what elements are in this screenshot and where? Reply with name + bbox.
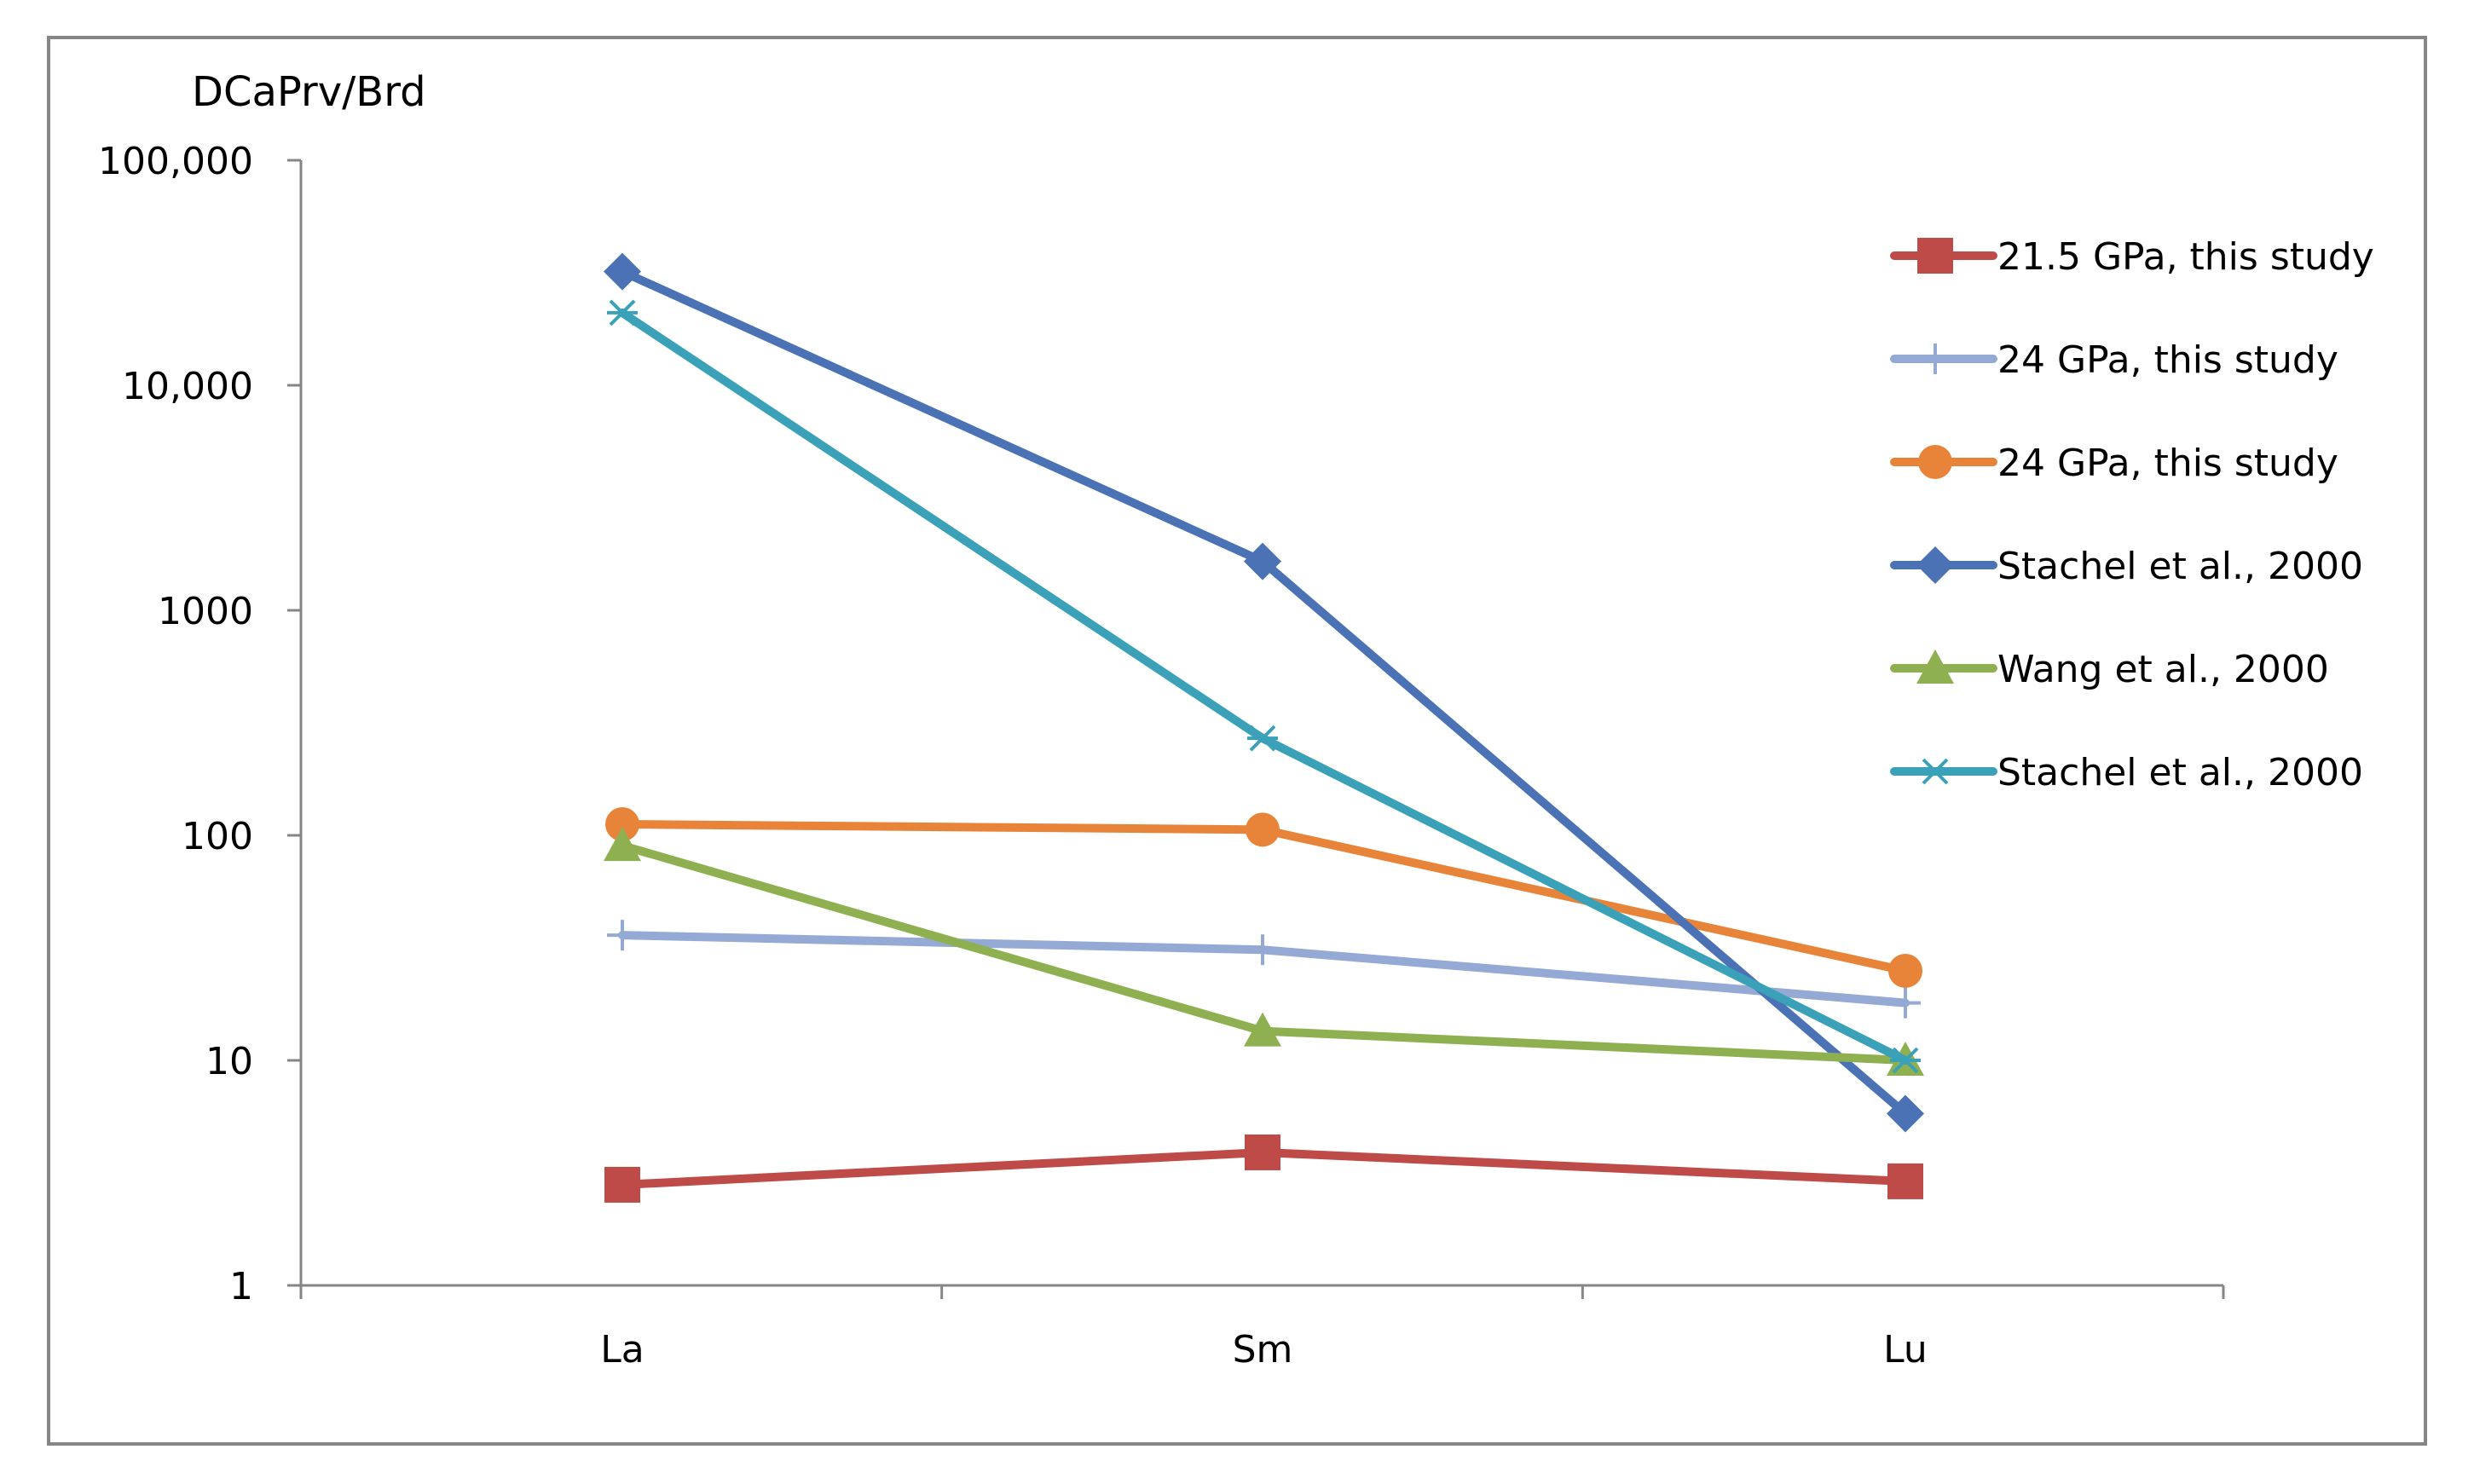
plot-area	[604, 252, 1924, 1203]
y-axis-title: DCaPrv/Brd	[192, 68, 426, 116]
data-point	[607, 920, 638, 951]
data-point	[1247, 725, 1278, 752]
y-tick-label: 10,000	[122, 365, 253, 408]
data-point	[1244, 1012, 1281, 1047]
legend: 21.5 GPa, this study 24 GPa, this study 24…	[1890, 235, 2374, 794]
y-tick-label: 1000	[158, 590, 253, 633]
legend-item: Wang et al., 2000	[1890, 648, 2329, 691]
legend-marker	[1916, 650, 1954, 684]
x-axis: La Sm Lu	[299, 1284, 2225, 1371]
legend-label: 24 GPa, this study	[1997, 338, 2338, 382]
legend-marker	[1920, 344, 1951, 374]
data-point	[1887, 1163, 1923, 1199]
legend-marker	[1920, 758, 1951, 785]
chart-border	[47, 36, 2427, 1446]
legend-item: Stachel et al., 2000	[1890, 545, 2363, 588]
data-point	[1890, 987, 1921, 1019]
legend-item: 21.5 GPa, this study	[1890, 235, 2374, 279]
series-2	[607, 920, 1921, 1019]
legend-label: Stachel et al., 2000	[1997, 751, 2363, 794]
legend-label: Wang et al., 2000	[1997, 648, 2329, 691]
data-point	[605, 807, 639, 842]
data-point	[1887, 1094, 1924, 1133]
x-tick-label: Lu	[1883, 1328, 1928, 1371]
legend-item: 24 GPa, this study	[1890, 338, 2338, 382]
data-point	[1244, 542, 1281, 580]
series-1	[604, 1134, 1923, 1203]
y-tick-label: 100,000	[98, 140, 253, 183]
legend-label: 21.5 GPa, this study	[1997, 235, 2374, 279]
y-tick-label: 1	[229, 1265, 253, 1308]
data-point	[1245, 1134, 1280, 1170]
y-axis: 1 10 100 1000 10,000 100,000	[98, 140, 303, 1308]
data-point	[1247, 934, 1278, 966]
legend-label: Stachel et al., 2000	[1997, 545, 2363, 588]
x-tick-label: Sm	[1233, 1328, 1293, 1371]
data-point	[1246, 812, 1280, 847]
legend-item: 24 GPa, this study	[1890, 442, 2338, 485]
data-point	[1890, 1047, 1921, 1074]
data-point	[604, 252, 641, 291]
legend-marker	[1918, 445, 1952, 479]
legend-marker	[1916, 546, 1954, 584]
y-tick-label: 10	[205, 1040, 253, 1083]
series-6	[607, 299, 1921, 1074]
data-point	[604, 1166, 640, 1203]
legend-marker	[1917, 238, 1953, 274]
series-4	[604, 252, 1924, 1133]
x-tick-label: La	[600, 1328, 644, 1371]
legend-label: 24 GPa, this study	[1997, 442, 2338, 485]
data-point	[1888, 953, 1922, 988]
data-point	[604, 827, 641, 862]
series-3	[605, 807, 1922, 988]
y-tick-label: 100	[182, 815, 253, 858]
data-point	[607, 299, 638, 326]
legend-item: Stachel et al., 2000	[1890, 751, 2363, 794]
